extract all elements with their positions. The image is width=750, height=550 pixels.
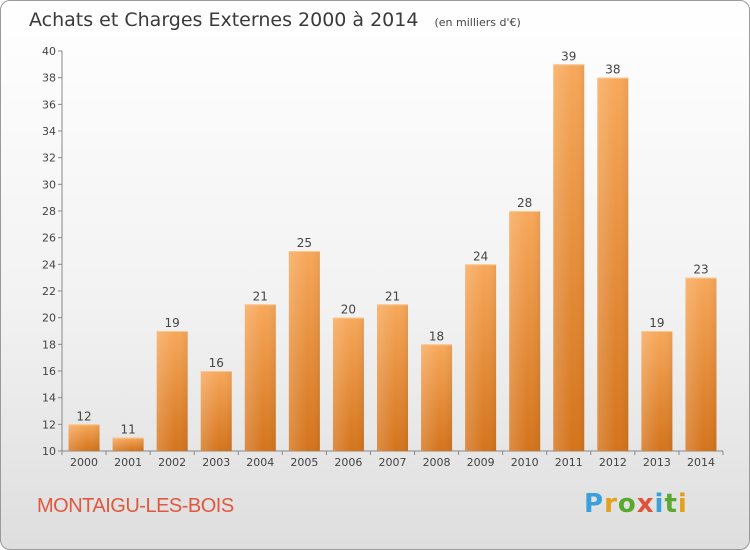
commune-name: MONTAIGU-LES-BOIS — [37, 495, 234, 517]
data-label: 19 — [165, 316, 180, 330]
bar-shade — [685, 277, 717, 451]
x-tick-label: 2007 — [379, 456, 407, 469]
bar-shade — [421, 344, 453, 451]
logo-letter: P — [584, 489, 605, 519]
y-tick-label: 34 — [42, 125, 56, 138]
x-tick-label: 2004 — [246, 456, 274, 469]
data-label: 12 — [76, 409, 91, 423]
data-label: 20 — [341, 303, 356, 317]
y-tick-label: 28 — [42, 205, 56, 218]
x-tick-label: 2009 — [467, 456, 495, 469]
bar-shade — [597, 77, 629, 452]
y-tick-label: 16 — [42, 365, 56, 378]
bar-shade — [68, 424, 100, 451]
bar-shade — [332, 317, 364, 451]
x-tick-label: 2013 — [643, 456, 671, 469]
data-label: 25 — [297, 236, 312, 250]
x-tick-label: 2014 — [687, 456, 715, 469]
logo-letter: r — [604, 489, 618, 519]
chart-title: Achats et Charges Externes 2000 à 2014 (… — [29, 9, 521, 31]
bar-shade — [200, 371, 232, 451]
x-tick-label: 2008 — [423, 456, 451, 469]
y-tick-label: 38 — [42, 72, 56, 85]
x-tick-label: 2006 — [334, 456, 362, 469]
y-tick-label: 22 — [42, 285, 56, 298]
chart-title-text: Achats et Charges Externes 2000 à 2014 — [29, 9, 419, 31]
x-tick-label: 2005 — [290, 456, 318, 469]
data-label: 21 — [385, 289, 400, 303]
bar-shade — [509, 211, 541, 451]
data-label: 23 — [693, 263, 708, 277]
chart-unit: (en milliers d'€) — [434, 16, 521, 29]
y-tick-label: 30 — [42, 178, 56, 191]
y-tick-label: 14 — [42, 392, 56, 405]
logo-letter: x — [636, 489, 655, 519]
bar-shade — [112, 437, 144, 451]
x-tick-label: 2012 — [599, 456, 627, 469]
bar-shade — [553, 64, 585, 452]
x-tick-label: 2000 — [70, 456, 98, 469]
data-label: 16 — [209, 356, 224, 370]
data-label: 38 — [605, 63, 620, 77]
x-tick-label: 2010 — [511, 456, 539, 469]
x-tick-label: 2002 — [158, 456, 186, 469]
logo-letter: i — [654, 489, 665, 519]
y-tick-label: 32 — [42, 152, 56, 165]
y-tick-label: 26 — [42, 232, 56, 245]
bar-shade — [156, 331, 188, 451]
logo-letter: t — [664, 489, 678, 519]
data-label: 18 — [429, 329, 444, 343]
y-tick-label: 20 — [42, 312, 56, 325]
x-tick-label: 2011 — [555, 456, 583, 469]
data-label: 39 — [561, 49, 576, 63]
y-tick-label: 40 — [42, 45, 56, 58]
y-tick-label: 10 — [42, 445, 56, 458]
bar-shade — [377, 304, 408, 451]
bar-shade — [465, 264, 497, 451]
x-tick-label: 2003 — [202, 456, 230, 469]
bar-shade — [641, 331, 673, 451]
data-label: 28 — [517, 196, 532, 210]
bar-shade — [244, 304, 276, 451]
data-label: 24 — [473, 249, 488, 263]
y-tick-label: 36 — [42, 98, 56, 111]
logo-letter: i — [677, 489, 688, 519]
y-tick-label: 18 — [42, 338, 56, 351]
y-tick-label: 24 — [42, 258, 56, 271]
x-tick-label: 2001 — [114, 456, 142, 469]
bar-shade — [288, 251, 320, 451]
data-label: 11 — [120, 423, 135, 437]
data-label: 21 — [253, 289, 268, 303]
data-label: 19 — [649, 316, 664, 330]
logo-letter: o — [617, 489, 637, 519]
proxiti-logo: Proxiti — [584, 489, 688, 519]
y-tick-label: 12 — [42, 418, 56, 431]
